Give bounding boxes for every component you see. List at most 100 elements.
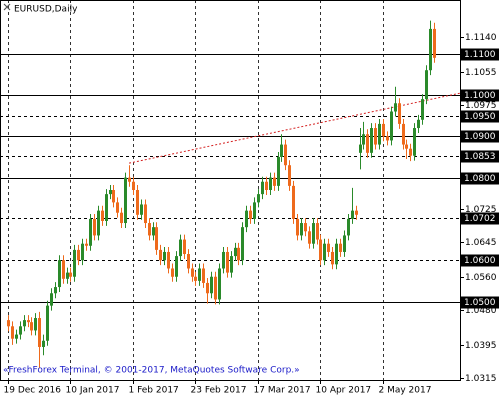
y-tick-label: 1.1055 (465, 68, 497, 78)
candle-body (378, 123, 381, 145)
y-tick-label: 1.0395 (465, 341, 497, 351)
candle-body (269, 177, 272, 190)
candle-body (292, 185, 295, 219)
candle-body (433, 28, 436, 58)
candle-body (202, 268, 205, 283)
level-label: 1.0950 (464, 112, 496, 122)
candle-body (316, 223, 319, 240)
candle-body (280, 144, 283, 157)
x-tick-label: 19 Dec 2016 (4, 386, 62, 396)
candle-body (112, 190, 115, 203)
y-tick-label: 1.0480 (465, 306, 497, 316)
candle-body (382, 123, 385, 137)
y-tick-label: 1.0315 (465, 374, 497, 384)
plot-frame (0, 0, 461, 381)
x-tick-label: 10 Jan 2017 (66, 386, 120, 396)
candle-body (394, 103, 397, 112)
x-tick-label: 2 May 2017 (379, 386, 432, 396)
candle-body (405, 144, 408, 149)
candle-body (183, 239, 186, 255)
candle-body (30, 322, 33, 331)
candle-body (402, 123, 405, 145)
candle-body (167, 251, 170, 269)
candle-body (15, 334, 18, 339)
candle-body (159, 249, 162, 261)
candle-body (222, 251, 225, 269)
candle-body (93, 218, 96, 236)
candle-body (19, 326, 22, 335)
y-tick-label: 1.0725 (465, 205, 497, 215)
candle-body (58, 260, 61, 288)
candle-body (425, 70, 428, 100)
candle-body (288, 165, 291, 186)
x-tick-label: 10 Apr 2017 (316, 386, 372, 396)
level-box (461, 172, 499, 185)
candle-body (109, 190, 112, 195)
trendline (128, 92, 462, 164)
candle-body (398, 103, 401, 124)
level-label: 1.0853 (464, 152, 496, 162)
candle-body (300, 223, 303, 236)
candle-body (175, 256, 178, 277)
candle-body (66, 272, 69, 279)
candle-body (335, 243, 338, 265)
copyright: «FreshForex Terminal, © 2001-2017, MetaQ… (3, 366, 300, 376)
candle-body (69, 272, 72, 277)
candle-body (284, 144, 287, 166)
candle-body (312, 223, 315, 244)
candle-body (191, 268, 194, 277)
candle-body (417, 119, 420, 129)
candle-body (62, 260, 65, 279)
level-box (461, 48, 499, 61)
y-tick-label: 1.0560 (465, 273, 497, 283)
candle-body (257, 194, 260, 203)
candle-body (249, 210, 252, 219)
level-box (461, 212, 499, 225)
candle-body (187, 254, 190, 269)
candle-body (171, 268, 174, 277)
candle-body (261, 181, 264, 195)
candle-body (245, 210, 248, 228)
candle-body (409, 148, 412, 156)
level-label: 1.1100 (464, 50, 496, 60)
candle-body (308, 231, 311, 244)
y-tick-label: 1.1140 (465, 33, 497, 43)
candle-body (124, 177, 127, 224)
level-label: 1.0900 (464, 132, 496, 142)
candle-body (7, 320, 10, 327)
candle-body (206, 282, 209, 294)
symbol-icon (3, 3, 11, 11)
candle-body (296, 218, 299, 236)
level-box (461, 130, 499, 143)
candle-body (339, 243, 342, 252)
candle-body (366, 134, 369, 153)
level-label: 1.0600 (464, 256, 496, 266)
candle-body (362, 134, 365, 145)
candle-body (421, 99, 424, 120)
candle-body (97, 210, 100, 236)
candle-body (253, 202, 256, 219)
candle-body (144, 204, 147, 224)
candle-body (148, 223, 151, 236)
candle-body (140, 204, 143, 215)
level-box (461, 150, 499, 163)
candle-body (34, 318, 37, 331)
candle-body (42, 340, 45, 347)
candle-body (132, 181, 135, 190)
candle-body (136, 190, 139, 215)
candle-body (105, 194, 108, 221)
level-label: 1.0702 (464, 214, 496, 224)
candle-body (327, 243, 330, 252)
candle-body (179, 239, 182, 257)
candle-body (46, 305, 49, 341)
candle-body (54, 287, 57, 294)
candle-body (359, 144, 362, 153)
chart-title: EURUSD,Daily (14, 5, 78, 15)
y-tick-label: 1.0645 (465, 238, 497, 248)
candle-body (194, 276, 197, 281)
level-box (461, 110, 499, 123)
candle-body (218, 268, 221, 300)
level-box (461, 89, 499, 102)
candle-body (210, 276, 213, 294)
candle-body (152, 227, 155, 236)
